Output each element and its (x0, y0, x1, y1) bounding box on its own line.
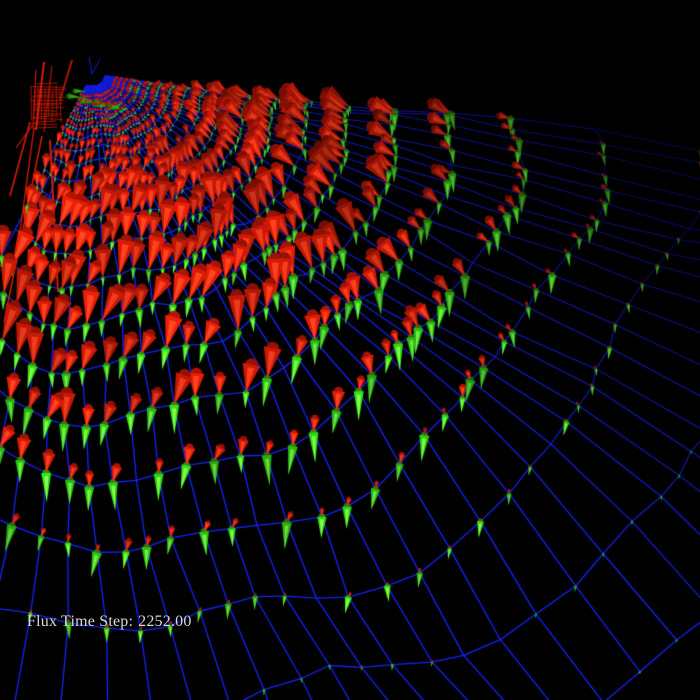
time-step-value: 2252.00 (138, 613, 192, 630)
time-step-label: Flux Time Step: (27, 613, 134, 630)
time-step-readout: Flux Time Step: 2252.00 (27, 612, 192, 631)
